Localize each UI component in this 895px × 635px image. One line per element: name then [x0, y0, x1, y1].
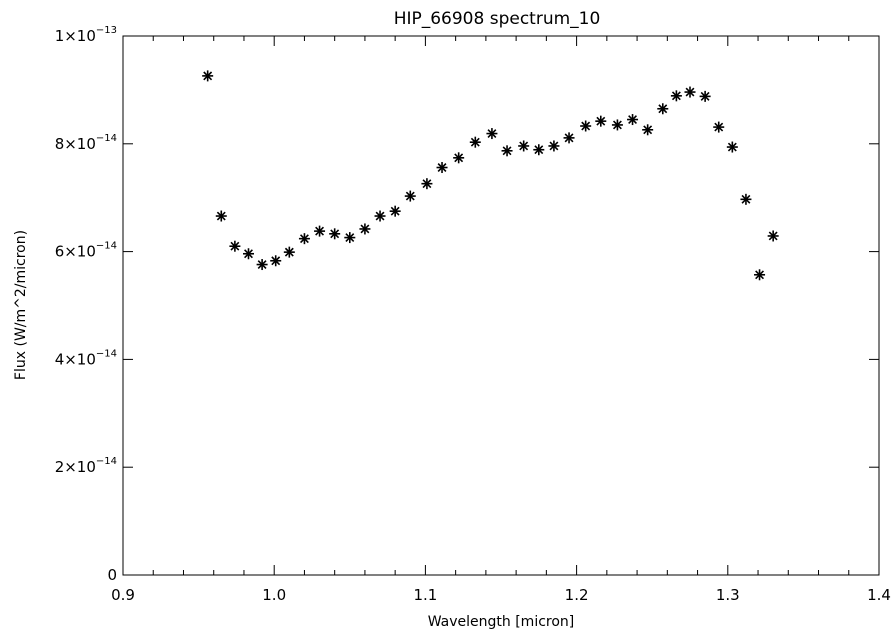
data-point — [754, 269, 766, 281]
data-point — [283, 246, 295, 258]
data-points — [202, 70, 779, 281]
y-tick-labels: 0 2×10−14 4×10−14 6×10−14 8×10−14 1×10−13 — [55, 25, 117, 584]
y-axis-label: Flux (W/m^2/micron) — [13, 230, 29, 380]
data-point — [314, 225, 326, 237]
data-point — [389, 205, 401, 217]
data-point — [344, 232, 356, 244]
data-point — [215, 210, 227, 222]
data-point — [329, 228, 341, 240]
data-point — [486, 128, 498, 140]
data-point — [453, 152, 465, 164]
x-tick-label: 1.1 — [413, 586, 437, 604]
data-point — [740, 193, 752, 205]
x-tick-label: 1.3 — [716, 586, 740, 604]
data-point — [699, 90, 711, 102]
data-point — [436, 162, 448, 174]
data-point — [270, 255, 282, 267]
chart-title: HIP_66908 spectrum_10 — [394, 9, 601, 29]
data-point — [298, 233, 310, 245]
data-point — [374, 210, 386, 222]
y-tick-label: 2×10−14 — [55, 456, 117, 476]
x-tick-label: 1.0 — [262, 586, 286, 604]
data-point — [469, 136, 481, 148]
data-point — [670, 90, 682, 102]
y-tick-label: 0 — [107, 566, 117, 584]
data-point — [202, 70, 214, 82]
y-tick-label: 1×10−13 — [55, 25, 117, 45]
data-point — [548, 140, 560, 152]
data-point — [627, 114, 639, 126]
data-point — [595, 115, 607, 127]
data-point — [533, 144, 545, 156]
y-tick-label: 4×10−14 — [55, 348, 117, 368]
data-point — [229, 240, 241, 252]
data-point — [657, 103, 669, 115]
data-point — [713, 121, 725, 133]
data-point — [518, 140, 530, 152]
x-tick-label: 0.9 — [111, 586, 135, 604]
data-point — [501, 145, 513, 157]
data-point — [563, 132, 575, 144]
x-tick-label: 1.2 — [565, 586, 589, 604]
y-tick-label: 8×10−14 — [55, 133, 117, 153]
data-point — [359, 223, 371, 235]
y-tick-label: 6×10−14 — [55, 241, 117, 261]
data-point — [421, 178, 433, 190]
x-axis-label: Wavelength [micron] — [428, 614, 575, 630]
data-point — [726, 141, 738, 153]
data-point — [242, 248, 254, 260]
x-tick-labels: 0.9 1.0 1.1 1.2 1.3 1.4 — [111, 586, 891, 604]
data-point — [611, 119, 623, 131]
data-point — [684, 86, 696, 98]
data-point — [642, 124, 654, 136]
x-tick-label: 1.4 — [867, 586, 891, 604]
data-point — [767, 230, 779, 242]
data-point — [256, 259, 268, 271]
data-point — [404, 190, 416, 202]
plot-frame — [122, 35, 880, 576]
data-point — [580, 120, 592, 132]
axis-ticks — [122, 35, 880, 576]
